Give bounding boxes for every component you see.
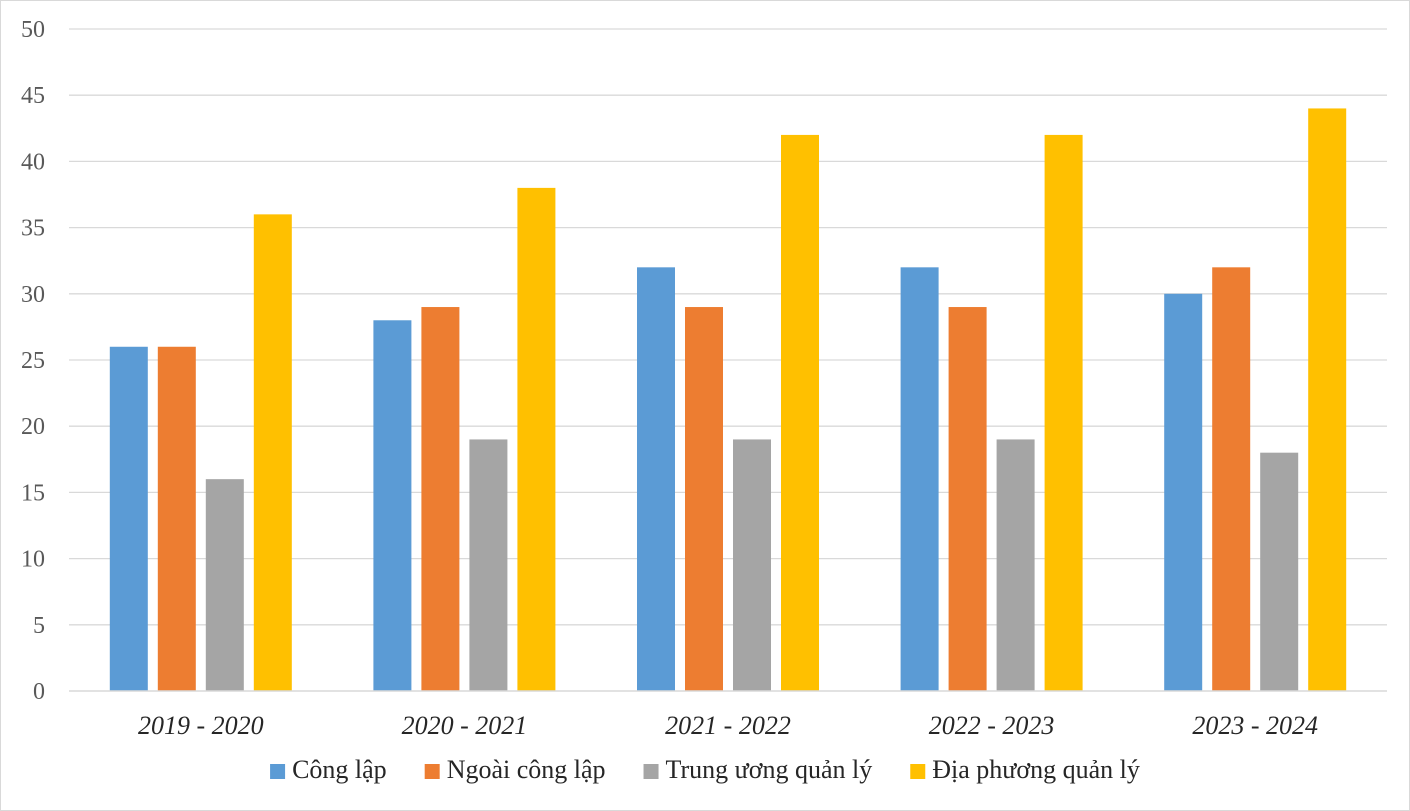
bar: [253, 214, 292, 692]
bar: [109, 346, 148, 691]
bar: [517, 187, 556, 691]
bar: [157, 346, 196, 691]
y-tick-label: 0: [33, 679, 45, 705]
bar: [685, 307, 723, 691]
legend-swatch: [643, 764, 659, 779]
bar: [421, 307, 460, 691]
y-tick-label: 30: [21, 282, 45, 308]
x-tick-label: 2020 - 2021: [402, 711, 528, 740]
legend-swatch: [910, 764, 926, 779]
bars: [109, 108, 1347, 692]
y-tick-label: 10: [21, 547, 45, 573]
legend-label: Công lập: [292, 755, 387, 784]
bar: [781, 134, 819, 692]
x-tick-label: 2021 - 2022: [665, 711, 791, 740]
bar: [469, 439, 508, 691]
legend-swatch: [270, 764, 286, 779]
y-tick-label: 35: [21, 216, 45, 242]
legend-label: Ngoài công lập: [447, 755, 606, 784]
legend-label: Địa phương quản lý: [932, 755, 1140, 784]
bar: [1044, 134, 1083, 692]
y-tick-label: 45: [21, 83, 45, 109]
legend-label: Trung ương quản lý: [666, 755, 873, 784]
legend-swatch: [424, 764, 440, 779]
y-tick-label: 5: [33, 613, 45, 639]
bar: [733, 439, 771, 691]
bar: [1164, 293, 1203, 691]
legend-item: Ngoài công lập: [424, 755, 606, 784]
bar: [205, 479, 244, 691]
bar: [900, 267, 939, 691]
bar: [1212, 267, 1251, 691]
legend-item: Trung ương quản lý: [643, 755, 873, 784]
bar: [1308, 108, 1347, 691]
y-tick-label: 15: [21, 480, 45, 506]
x-axis-labels: 2019 - 2020 2020 - 2021 2021 - 2022 2022 - …: [138, 711, 1318, 740]
bar: [373, 320, 412, 691]
y-tick-label: 20: [21, 414, 45, 440]
legend: Công lập Ngoài công lập Trung ương quản lý…: [270, 755, 1140, 784]
y-axis-ticks: 0 5 10 15 20 25 30 35 40 45 50: [21, 17, 45, 705]
y-tick-label: 50: [21, 17, 45, 43]
bar: [1260, 452, 1299, 691]
x-tick-label: 2022 - 2023: [929, 711, 1055, 740]
y-tick-label: 40: [21, 149, 45, 175]
bar: [996, 439, 1035, 691]
legend-item: Công lập: [270, 755, 387, 784]
legend-item: Địa phương quản lý: [910, 755, 1140, 784]
x-tick-label: 2019 - 2020: [138, 711, 264, 740]
x-tick-label: 2023 - 2024: [1192, 711, 1318, 740]
y-tick-label: 25: [21, 348, 45, 374]
bar: [948, 307, 987, 691]
bar: [637, 267, 675, 691]
